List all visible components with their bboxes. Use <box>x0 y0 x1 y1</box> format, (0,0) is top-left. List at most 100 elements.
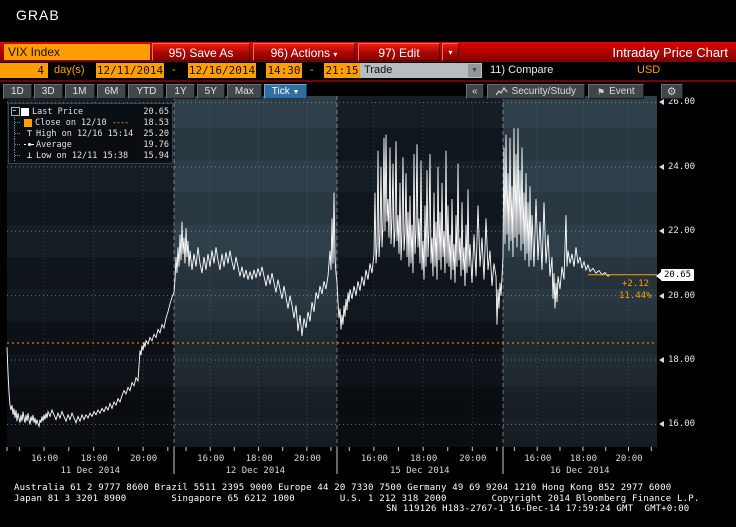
range-unit-label: day(s) <box>54 64 85 76</box>
x-axis-time-label: 20:00 <box>615 454 643 464</box>
interval-dropdown-label: Tick <box>271 86 290 97</box>
legend-row-close[interactable]: Close on 12/10 ---- 18.53 <box>11 117 169 128</box>
legend-tree-connector <box>14 139 24 150</box>
low-marker-icon: ⊥ <box>26 150 33 161</box>
page-title: Intraday Price Chart <box>612 45 728 60</box>
x-axis-time-label: 16:00 <box>31 454 59 464</box>
main-toolbar: VIX Index 95) Save As 96) Actions ▾ 97) … <box>0 42 736 62</box>
y-axis-tick-arrow <box>659 421 664 428</box>
change-pct-annotation: 11.44% <box>619 290 652 301</box>
edit-button[interactable]: 97) Edit <box>358 43 440 61</box>
session-bg-15-Dec-2014 <box>337 96 503 447</box>
x-axis-time-label: 16:00 <box>360 454 388 464</box>
security-study-label: Security/Study <box>511 85 577 97</box>
actions-button[interactable]: 96) Actions ▾ <box>253 43 355 61</box>
legend-row-high[interactable]: ⊤ High on 12/16 15:14 25.20 <box>11 128 169 139</box>
x-axis-date-label: 16 Dec 2014 <box>550 466 610 476</box>
x-axis-time-label: 20:00 <box>130 454 158 464</box>
tab-1m[interactable]: 1M <box>64 84 95 99</box>
date-to-field[interactable]: 12/16/2014 <box>188 63 256 78</box>
legend-row-average[interactable]: Average 19.76 <box>11 139 169 150</box>
save-as-button[interactable]: 95) Save As <box>152 43 250 61</box>
last-price-swatch <box>21 107 29 116</box>
legend-label: Close on 12/10 ---- <box>35 117 130 128</box>
interval-dropdown[interactable]: Tick ▼ <box>263 84 308 99</box>
x-axis-date-label: 15 Dec 2014 <box>390 466 450 476</box>
x-axis-date-label: 11 Dec 2014 <box>60 466 121 476</box>
session-info-line: SN 119126 H183-2767-1 16-Dec-14 17:59:24… <box>386 504 690 514</box>
y-axis-tick-arrow <box>659 357 664 364</box>
contact-numbers-line2: Japan 81 3 3201 8900 Singapore 65 6212 1… <box>14 494 700 504</box>
price-source-dropdown[interactable]: Trade ▼ <box>360 63 482 78</box>
date-from-field[interactable]: 12/11/2014 <box>96 63 164 78</box>
legend-value: 18.53 <box>143 117 169 128</box>
compare-button[interactable]: 11) Compare <box>490 64 554 76</box>
x-axis-time-label: 20:00 <box>459 454 487 464</box>
edit-caret-icon[interactable]: ▾ <box>442 43 459 61</box>
tab-max[interactable]: Max <box>226 84 262 99</box>
grab-label: GRAB <box>16 7 60 23</box>
average-marker-icon <box>24 143 34 146</box>
time-from-field[interactable]: 14:30 <box>266 63 302 78</box>
legend-label: Average <box>36 139 72 150</box>
x-axis-time-label: 16:00 <box>197 454 225 464</box>
range-count-field[interactable]: 4 <box>0 63 48 78</box>
legend-tree-connector <box>14 128 24 139</box>
legend-value: 15.94 <box>143 150 169 161</box>
tab-5y[interactable]: 5Y <box>196 84 225 99</box>
settings-button[interactable]: ⚙ <box>660 84 683 99</box>
x-axis-time-label: 18:00 <box>245 454 273 464</box>
collapse-panel-button[interactable]: « <box>466 84 484 99</box>
security-ticker-field[interactable]: VIX Index <box>4 44 150 60</box>
time-to-field[interactable]: 21:15 <box>324 63 360 78</box>
tab-6m[interactable]: 6M <box>96 84 127 99</box>
legend-value: 20.65 <box>143 106 169 117</box>
gear-icon: ⚙ <box>666 85 677 98</box>
x-axis-time-label: 18:00 <box>410 454 438 464</box>
legend-label: Low on 12/11 15:38 <box>36 150 129 161</box>
price-source-caret-icon: ▼ <box>468 64 481 77</box>
flag-icon: ⚑ <box>597 86 606 97</box>
tab-1y[interactable]: 1Y <box>166 84 195 99</box>
legend-row-low[interactable]: ⊥ Low on 12/11 15:38 15.94 <box>11 150 169 161</box>
y-axis-label: 16.00 <box>668 419 696 430</box>
y-axis-tick-arrow <box>659 292 664 299</box>
legend-value: 19.76 <box>143 139 169 150</box>
legend-label: High on 12/16 15:14 <box>36 128 134 139</box>
y-axis-label: 20.00 <box>668 290 696 301</box>
legend-row-last-price[interactable]: Last Price 20.65 <box>11 106 169 117</box>
legend-collapse-box[interactable] <box>11 107 20 116</box>
y-axis-label: 24.00 <box>668 161 696 172</box>
chart-legend: Last Price 20.65 Close on 12/10 ---- 18.… <box>8 103 173 164</box>
session-bg-12-Dec-2014 <box>174 96 337 447</box>
x-axis-time-label: 20:00 <box>293 454 321 464</box>
time-dash-label: - <box>310 64 314 76</box>
chart-tools-row: « Security/Study ⚑ Event ⚙ <box>466 84 683 99</box>
y-axis-label: 22.00 <box>668 226 696 237</box>
currency-dropdown[interactable]: USD <box>637 64 661 76</box>
tab-3d[interactable]: 3D <box>33 84 63 99</box>
period-tab-row: 1D 3D 1M 6M YTD 1Y 5Y Max Tick ▼ <box>3 84 308 99</box>
legend-value: 25.20 <box>143 128 169 139</box>
dashed-line-swatch: ---- <box>111 117 130 128</box>
interval-caret-icon: ▼ <box>292 89 300 96</box>
y-axis-tick-arrow <box>659 99 664 106</box>
tab-1d[interactable]: 1D <box>3 84 32 99</box>
tab-ytd[interactable]: YTD <box>128 84 165 99</box>
event-button[interactable]: ⚑ Event <box>588 84 644 99</box>
event-label: Event <box>609 85 635 97</box>
legend-tree-connector <box>14 150 24 161</box>
legend-label: Last Price <box>32 106 84 117</box>
x-axis-time-label: 18:00 <box>569 454 598 464</box>
y-axis-label: 18.00 <box>668 355 696 366</box>
y-axis-tick-arrow <box>659 163 664 170</box>
legend-tree-connector <box>14 117 24 128</box>
controls-row: 4 day(s) 12/11/2014 - 12/16/2014 14:30 -… <box>0 62 736 82</box>
change-annotation: +2.12 <box>622 278 650 289</box>
security-study-button[interactable]: Security/Study <box>486 84 586 99</box>
contact-numbers-line1: Australia 61 2 9777 8600 Brazil 5511 239… <box>14 483 672 493</box>
price-source-value: Trade <box>364 64 393 76</box>
session-bg-16-Dec-2014 <box>503 96 657 447</box>
actions-button-label: 96) Actions <box>270 46 330 60</box>
